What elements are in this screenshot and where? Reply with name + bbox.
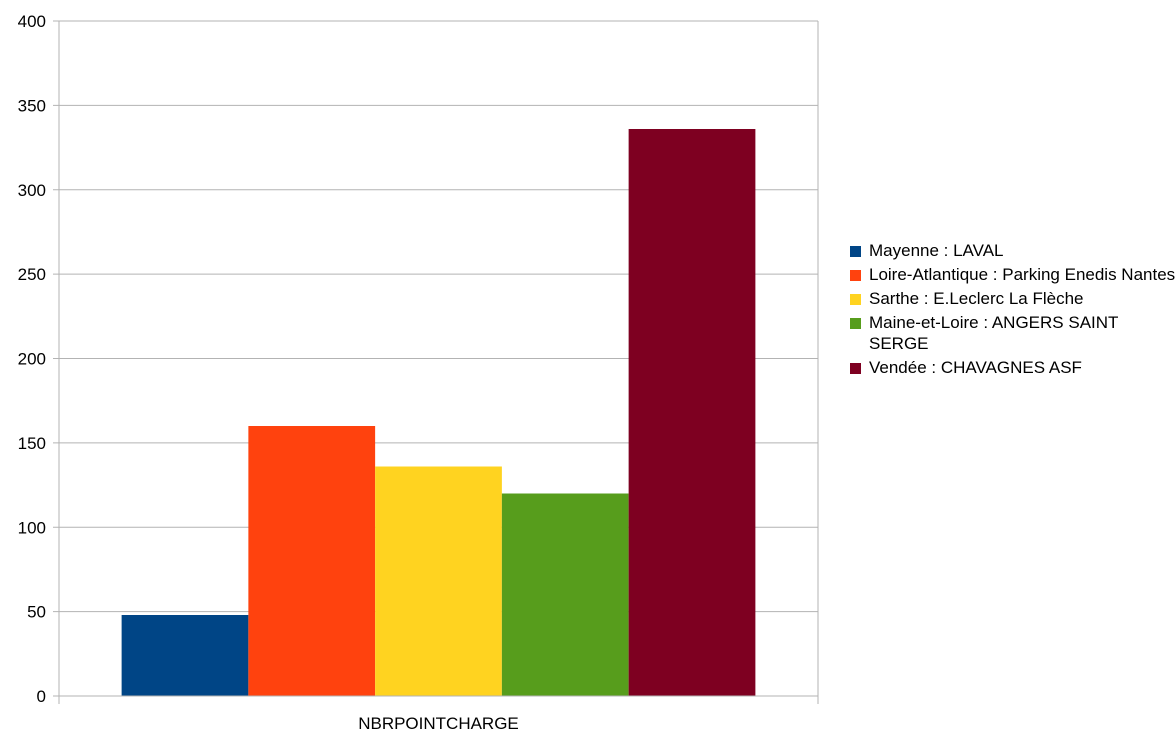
legend-item: Mayenne : LAVAL (849, 240, 1176, 261)
y-axis-tick-labels: 0 50 100 150 200 250 300 350 400 (18, 12, 46, 706)
legend-label: Sarthe : E.Leclerc La Flèche (869, 289, 1084, 308)
legend-label: Mayenne : LAVAL (869, 241, 1004, 260)
bar (501, 493, 629, 696)
bar (628, 129, 756, 696)
y-tick-label: 200 (18, 350, 46, 369)
y-tick-label: 300 (18, 181, 46, 200)
axes (53, 20, 819, 704)
x-tick-label: NBRPOINTCHARGE (358, 714, 519, 733)
y-tick-label: 250 (18, 265, 46, 284)
x-axis-tick-labels: NBRPOINTCHARGE (358, 714, 519, 733)
y-tick-label: 0 (37, 687, 46, 706)
legend-item: Loire-Atlantique : Parking Enedis Nantes (849, 264, 1176, 285)
bars (121, 129, 756, 696)
legend-swatch (850, 318, 861, 329)
y-tick-label: 400 (18, 12, 46, 31)
legend-swatch (850, 246, 861, 257)
legend-swatch (850, 294, 861, 305)
legend-swatch (850, 363, 861, 374)
bar (375, 466, 502, 696)
legend-item: Maine-et-Loire : ANGERS SAINT SERGE (849, 312, 1176, 354)
legend-label: Vendée : CHAVAGNES ASF (869, 358, 1082, 377)
y-tick-label: 350 (18, 96, 46, 115)
legend-item: Sarthe : E.Leclerc La Flèche (849, 288, 1176, 309)
y-tick-label: 150 (18, 434, 46, 453)
y-tick-label: 100 (18, 518, 46, 537)
legend-label: Loire-Atlantique : Parking Enedis Nantes (869, 265, 1176, 284)
legend: Mayenne : LAVAL Loire-Atlantique : Parkin… (849, 240, 1176, 381)
bar (121, 615, 249, 696)
legend-label: Maine-et-Loire : ANGERS SAINT SERGE (869, 313, 1119, 353)
legend-swatch (850, 270, 861, 281)
gridlines (59, 20, 818, 697)
y-tick-label: 50 (27, 603, 46, 622)
legend-item: Vendée : CHAVAGNES ASF (849, 357, 1176, 378)
bar (248, 426, 376, 696)
